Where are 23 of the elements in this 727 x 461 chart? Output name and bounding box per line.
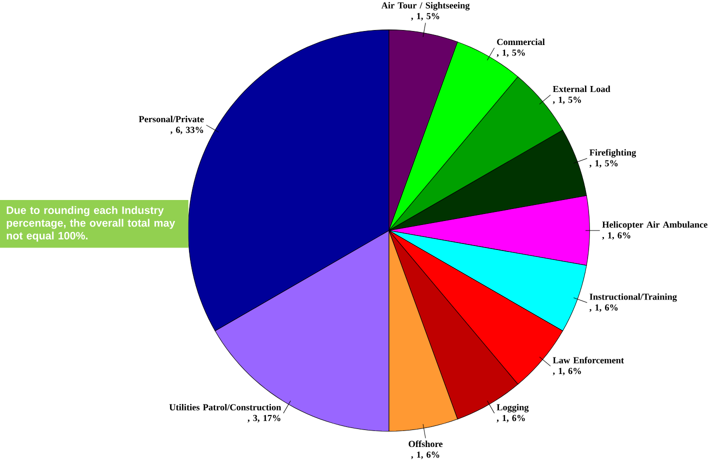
data-label: , 1, 5% [411,12,440,20]
data-label: , 1, 6% [589,304,618,312]
data-label: , 1, 6% [602,232,630,240]
data-label: , 6, 33% [170,126,204,134]
data-label: , 1, 6% [411,451,440,460]
slice-label: Law Enforcement [552,356,624,364]
slice-label: Firefighting [590,149,636,158]
slice-label: Commercial [497,38,545,45]
data-label: , 1, 5% [589,160,618,168]
slice-label: External Load [552,86,610,92]
data-label: , 1, 5% [496,49,525,58]
slice-label: Logging [496,404,529,412]
slice-label: Personal/Private [138,116,204,122]
data-label: , 3, 17% [248,414,280,422]
slice-label: Air Tour / Sightseeing [381,2,470,10]
data-label: , 1, 5% [552,96,581,104]
slice-label: Offshore [408,440,443,447]
slice-label: Instructional/Training [590,293,677,302]
text: Due to rounding each Industry percentage, the overall total may not equal 100%. [6,206,176,242]
data-label: , 1, 6% [552,368,581,376]
slice-label: Utilities Patrol/Construction [169,404,282,410]
data-label: , 1, 6% [496,414,525,422]
slice-label: Helicopter Air Ambulance [602,221,708,230]
